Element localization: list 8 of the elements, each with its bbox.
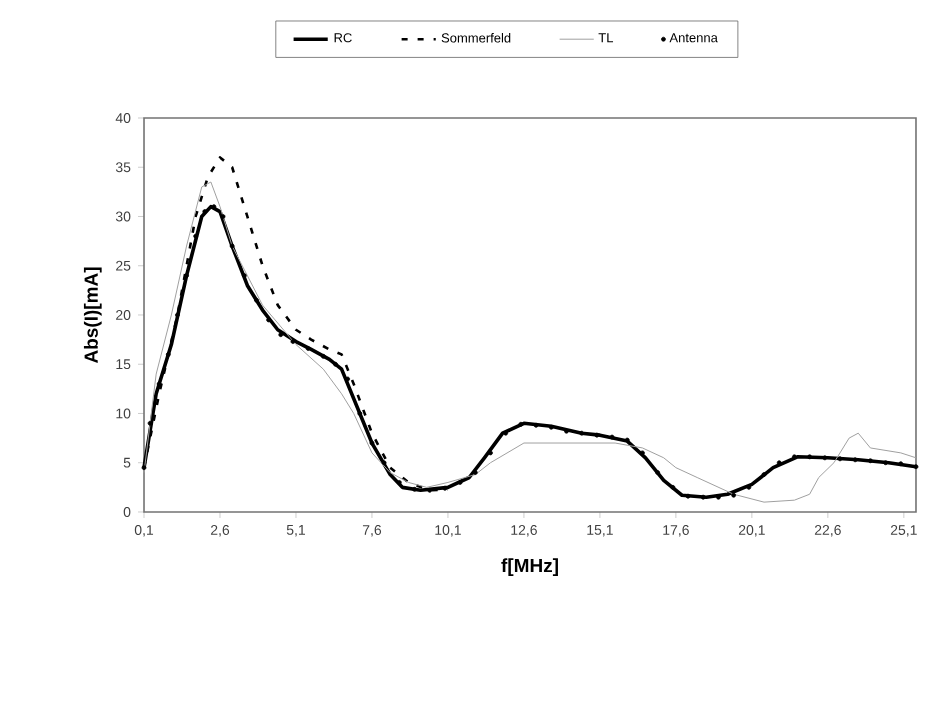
- x-axis-title: f[MHz]: [501, 558, 558, 577]
- point: [141, 465, 147, 471]
- point: [913, 464, 919, 470]
- point: [229, 243, 235, 249]
- y-axis-title: Abs(I)[mA]: [83, 267, 102, 364]
- point: [278, 332, 284, 338]
- point: [731, 492, 737, 498]
- point: [345, 376, 351, 382]
